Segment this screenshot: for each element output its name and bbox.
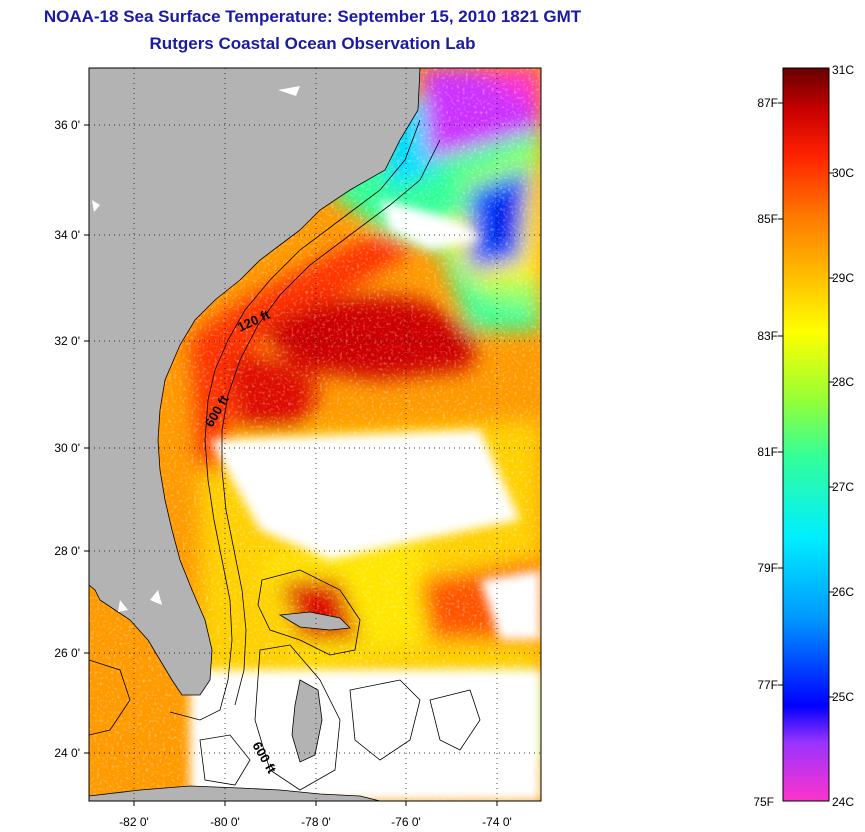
lat-tick-26: 26 0' [54,646,80,660]
colorbar-label-31c: 31C [832,63,854,77]
lon-tick-labels: -82 0' -80 0' -78 0' -76 0' -74 0' [119,815,512,829]
colorbar-label-85f: 85F [757,212,778,226]
sst-map: 120 ft 600 ft 600 ft [89,68,541,801]
lat-tick-32: 32 0' [54,334,80,348]
bathymetry-contours [89,119,481,791]
inland-water [92,86,300,612]
colorbar-label-28c: 28C [832,375,854,389]
colorbar-label-79f: 79F [757,561,778,575]
map-title: NOAA-18 Sea Surface Temperature: Septemb… [43,7,582,26]
colorbar-label-24c: 24C [832,795,854,809]
colorbar-label-75f: 75F [753,795,774,809]
colorbar-label-30c: 30C [832,166,854,180]
lat-tick-30: 30 0' [54,441,80,455]
map-grid [89,68,541,801]
map-frame [88,67,542,802]
colorbar: 31C 30C 29C 28C 27C 26C 25C 24C 87F 85F … [753,63,854,809]
lat-tick-28: 28 0' [54,544,80,558]
lon-tick-78: -78 0' [301,815,331,829]
lon-tick-82: -82 0' [119,815,149,829]
colorbar-ticks [778,102,834,698]
land-cuba [89,785,381,801]
lat-tick-24: 24 0' [54,746,80,760]
colorbar-label-26c: 26C [832,585,854,599]
lon-tick-74: -74 0' [482,815,512,829]
lon-tick-80: -80 0' [210,815,240,829]
lat-tick-36: 36 0' [54,118,80,132]
colorbar-label-77f: 77F [757,678,778,692]
map-subtitle: Rutgers Coastal Ocean Observation Lab [149,34,476,53]
land-grand-bahama [278,611,351,631]
colorbar-label-25c: 25C [832,690,854,704]
colorbar-strip [782,67,830,802]
lat-tick-34: 34 0' [54,228,80,242]
colorbar-label-81f: 81F [757,445,778,459]
colorbar-label-83f: 83F [757,329,778,343]
land-mainland [89,68,421,696]
lon-tick-76: -76 0' [391,815,421,829]
lat-tick-labels: 36 0' 34 0' 32 0' 30 0' 28 0' 26 0' 24 0… [54,118,80,760]
colorbar-label-29c: 29C [832,271,854,285]
axis-ticks [84,124,498,806]
colorbar-label-87f: 87F [757,96,778,110]
colorbar-label-27c: 27C [832,480,854,494]
land-andros [291,679,323,763]
